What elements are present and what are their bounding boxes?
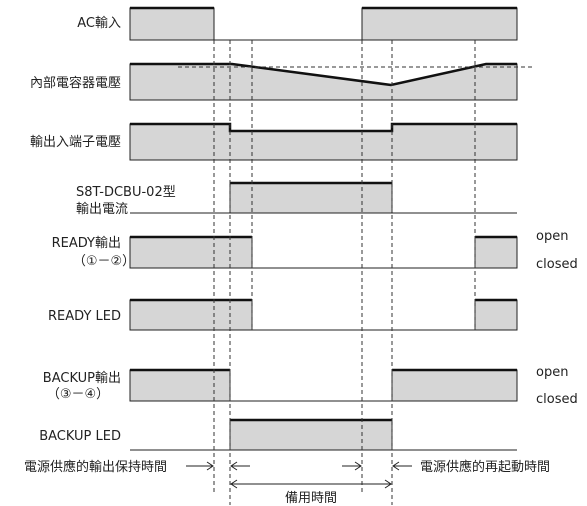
- timing-guides: [213, 40, 476, 505]
- output-current-waveform: [130, 181, 517, 214]
- terminal-voltage-waveform: [129, 122, 518, 161]
- ready-closed-label: closed: [536, 257, 578, 272]
- backup-led-label: BACKUP LED: [39, 429, 121, 444]
- backup-time-marker: [230, 479, 392, 489]
- backup-closed-label: closed: [536, 392, 578, 407]
- backup-output-label-line2: （③－④）: [47, 387, 109, 402]
- hold-time-marker: [186, 461, 250, 471]
- restart-time-label: 電源供應的再起動時間: [420, 459, 550, 475]
- backup-output-waveform: [129, 368, 518, 402]
- capacitor-voltage-waveform: [129, 62, 532, 101]
- ac-input-waveform: [129, 6, 518, 41]
- ac-input-label: AC輸入: [77, 16, 121, 31]
- restart-time-marker: [342, 461, 412, 471]
- terminal-voltage-label: 輸出入端子電壓: [30, 135, 121, 150]
- backup-time-label: 備用時間: [285, 490, 337, 506]
- output-current-label-line2: 輸出電流: [76, 202, 128, 217]
- hold-time-label: 電源供應的輸出保持時間: [24, 459, 167, 475]
- output-current-label-line1: S8T-DCBU-02型: [76, 185, 176, 200]
- backup-output-label-line1: BACKUP輸出: [43, 371, 121, 386]
- ready-led-label: READY LED: [48, 309, 121, 324]
- backup-open-label: open: [536, 365, 568, 380]
- ready-output-label-line1: READY輸出: [52, 236, 121, 251]
- ready-open-label: open: [536, 229, 568, 244]
- ready-output-label-line2: （①－②）: [73, 254, 135, 269]
- ready-led-waveform: [129, 298, 518, 331]
- ready-output-waveform: [129, 235, 518, 269]
- backup-led-waveform: [130, 418, 517, 451]
- capacitor-voltage-label: 內部電容器電壓: [30, 75, 121, 91]
